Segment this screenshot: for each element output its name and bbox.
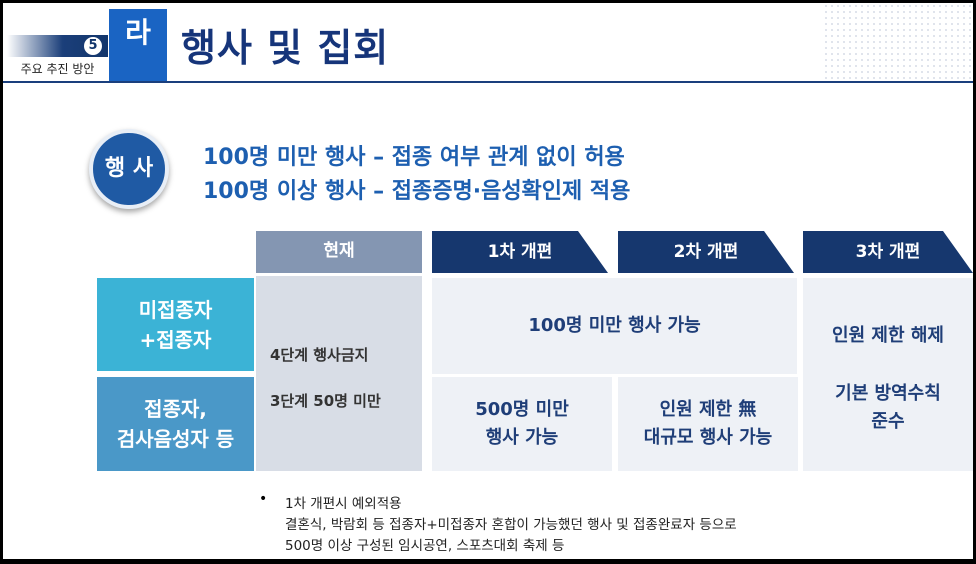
- row-label-vaccinated: 접종자, 검사음성자 등: [97, 377, 254, 471]
- current-level-4: 4단계 행사금지: [270, 346, 369, 364]
- section-number: 5: [84, 37, 102, 55]
- subsection-letter: 라: [109, 9, 167, 81]
- event-badge: 행 사: [89, 129, 169, 209]
- row2-phase2-cell: 인원 제한 無 대규모 행사 가능: [618, 377, 798, 471]
- section-indicator: 5 주요 추진 방안: [7, 35, 108, 83]
- note-line-3: 500명 이상 구성된 임시공연, 스포츠대회 축제 등: [285, 538, 565, 554]
- phase3-cell: 인원 제한 해제 기본 방역수칙 준수: [803, 278, 973, 471]
- title-divider: [3, 81, 973, 83]
- section-label: 주요 추진 방안: [20, 62, 95, 76]
- header-phase-1: 1차 개편: [432, 231, 608, 273]
- phase3-line-2: 기본 방역수칙 준수: [803, 376, 973, 440]
- header-phase-2: 2차 개편: [618, 231, 794, 273]
- slide: 5 주요 추진 방안 라 행사 및 집회 행 사 100명 미만 행사 – 접종…: [3, 3, 973, 559]
- header-current: 현재: [256, 231, 422, 273]
- note-line-2: 결혼식, 박람회 등 접종자+미접종자 혼합이 가능했던 행사 및 접종완료자 …: [285, 517, 737, 533]
- note-bullet: •: [259, 491, 268, 507]
- note-line-1: 1차 개편시 예외적용: [285, 496, 402, 512]
- policy-line-2: 100명 이상 행사 – 접종증명·음성확인제 적용: [203, 179, 631, 204]
- phase3-line-1: 인원 제한 해제: [803, 316, 973, 356]
- header-phase-3: 3차 개편: [803, 231, 973, 273]
- row-label-unvaccinated: 미접종자 +접종자: [97, 278, 254, 371]
- policy-line-1: 100명 미만 행사 – 접종 여부 관계 없이 허용: [203, 145, 625, 170]
- current-column: 4단계 행사금지 3단계 50명 미만: [256, 276, 422, 471]
- row1-phase1-2-cell: 100명 미만 행사 가능: [432, 278, 797, 374]
- section-bar: 5: [7, 35, 108, 57]
- dot-pattern-decoration: [823, 3, 973, 83]
- current-level-3: 3단계 50명 미만: [270, 392, 381, 410]
- row2-phase1-cell: 500명 미만 행사 가능: [432, 377, 612, 471]
- page-title: 행사 및 집회: [181, 26, 390, 70]
